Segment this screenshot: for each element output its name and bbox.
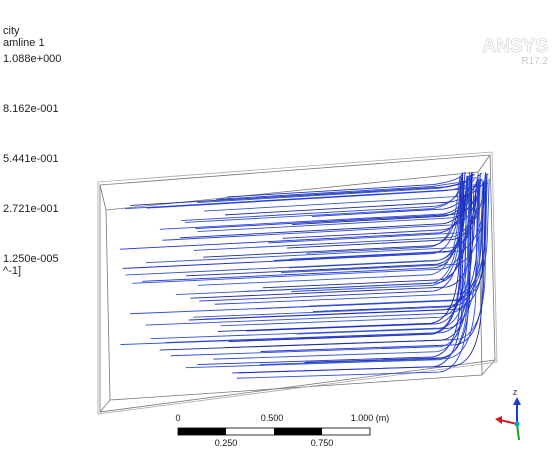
scale-label: 0 <box>175 413 180 423</box>
logo-brand: ANSYS <box>483 36 548 57</box>
legend-level: 5.441e-001 <box>3 153 59 165</box>
legend-unit: ^-1] <box>3 265 21 277</box>
scale-label: 0.250 <box>215 438 238 448</box>
viewport: city amline 1 1.088e+000 8.162e-001 5.44… <box>0 0 555 450</box>
legend-level: 1.088e+000 <box>3 53 61 65</box>
legend-title: city <box>3 25 20 37</box>
scale-label: 0.500 <box>261 413 284 423</box>
scale-label: 1.000 (m) <box>351 413 390 423</box>
legend-level: 1.250e-005 <box>3 253 59 265</box>
legend-subtitle: amline 1 <box>3 37 45 49</box>
legend-level: 2.721e-001 <box>3 203 59 215</box>
triad-label: z <box>513 387 518 397</box>
scale-bar <box>178 428 370 435</box>
background <box>0 0 555 450</box>
legend-level: 8.162e-001 <box>3 103 59 115</box>
scale-label: 0.750 <box>311 438 334 448</box>
logo-version: R17.2 <box>521 56 548 67</box>
